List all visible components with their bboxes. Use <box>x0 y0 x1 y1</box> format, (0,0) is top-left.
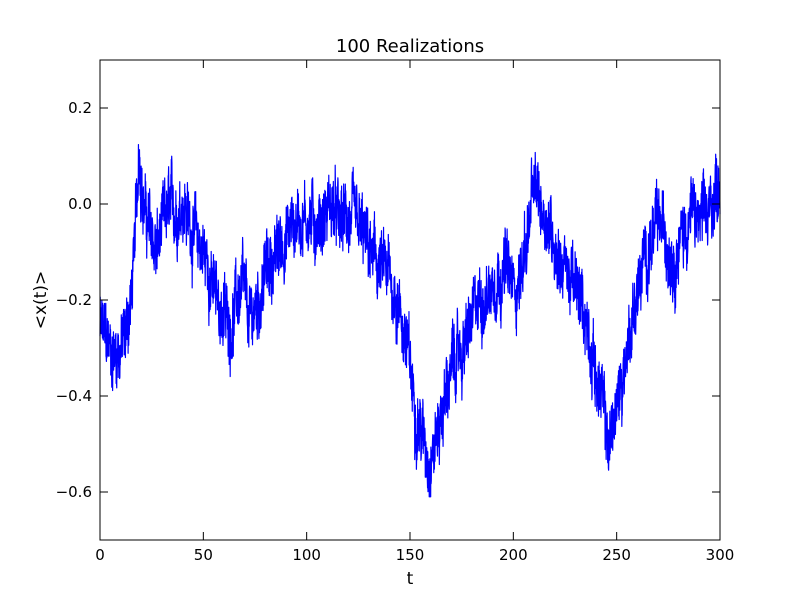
ticks-layer: 0 50 100 150 200 250 300 −0.6 −0.4 −0.2 0.0 0.2 <box>56 60 735 564</box>
x-axis-label: t <box>407 569 414 589</box>
x-tick-label: 50 <box>194 546 213 564</box>
y-tick-label: 0.2 <box>68 99 92 117</box>
y-tick-label: −0.2 <box>56 291 92 309</box>
chart-title: 100 Realizations <box>336 36 484 57</box>
x-tick-label: 200 <box>499 546 528 564</box>
y-tick-label: −0.6 <box>56 483 92 501</box>
plot-area-background <box>100 60 720 540</box>
y-axis-label: <x(t)> <box>31 271 51 329</box>
x-tick-label: 300 <box>706 546 735 564</box>
x-tick-label: 150 <box>396 546 425 564</box>
series-line <box>99 143 721 498</box>
x-tick-label: 250 <box>602 546 631 564</box>
x-tick-label: 0 <box>95 546 105 564</box>
y-tick-label: 0.0 <box>68 195 92 213</box>
series-layer <box>99 143 721 498</box>
x-tick-label: 100 <box>292 546 321 564</box>
y-tick-label: −0.4 <box>56 387 92 405</box>
